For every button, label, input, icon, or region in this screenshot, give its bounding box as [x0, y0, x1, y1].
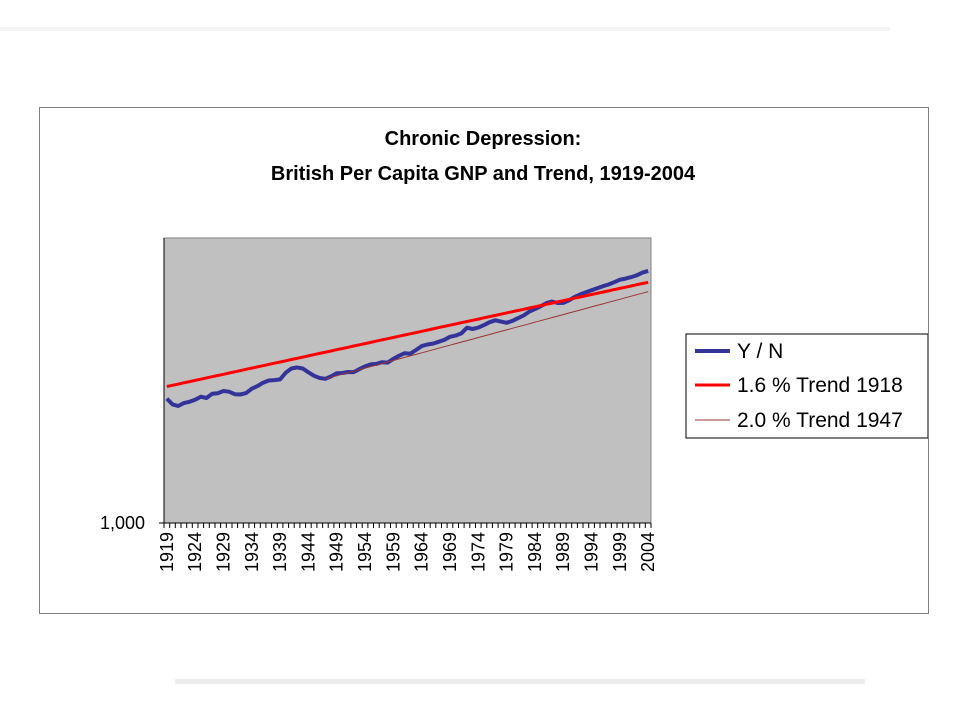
x-tick-label: 1999: [610, 532, 630, 572]
x-tick-label: 1984: [525, 532, 545, 572]
x-tick-label: 1974: [468, 532, 488, 572]
x-tick-label: 1944: [298, 532, 318, 572]
legend-label-1: Y / N: [737, 340, 783, 363]
x-tick-label: 1919: [157, 532, 177, 572]
y-axis-ticks: 1,000: [100, 513, 164, 533]
x-tick-label: 1924: [185, 532, 205, 572]
x-tick-label: 2004: [638, 532, 658, 572]
y-tick-label: 1,000: [100, 513, 145, 533]
slide-top-rule: [0, 27, 890, 31]
x-tick-label: 1934: [242, 532, 262, 572]
legend: Y / N 1.6 % Trend 1918 2.0 % Trend 1947: [685, 333, 928, 439]
x-tick-label: 1969: [440, 532, 460, 572]
legend-label-2: 1.6 % Trend 1918: [737, 374, 903, 397]
chart-subtitle: British Per Capita GNP and Trend, 1919-2…: [271, 163, 696, 185]
x-tick-label: 1939: [270, 532, 290, 572]
series-line-3: [325, 291, 649, 380]
series-line-2: [166, 280, 649, 388]
series-layer: [165, 268, 649, 408]
legend-label-3: 2.0 % Trend 1947: [737, 409, 903, 432]
x-tick-label: 1979: [497, 532, 517, 572]
x-axis-ticks: 1919 1924 1929 1934 1939 1944 1949 1954 1959 1964…: [157, 523, 658, 572]
chart-title: Chronic Depression:: [385, 128, 582, 150]
x-tick-label: 1964: [412, 532, 432, 572]
x-tick-label: 1994: [582, 532, 602, 572]
slide-bottom-rule: [175, 679, 865, 684]
chart-frame: Chronic Depression: British Per Capita G…: [39, 107, 929, 614]
line-chart: Chronic Depression: British Per Capita G…: [100, 128, 928, 572]
x-tick-label: 1959: [383, 532, 403, 572]
x-tick-label: 1949: [327, 532, 347, 572]
plot-area: [163, 237, 652, 524]
x-tick-label: 1929: [214, 532, 234, 572]
x-tick-label: 1954: [355, 532, 375, 572]
x-tick-label: 1989: [553, 532, 573, 572]
